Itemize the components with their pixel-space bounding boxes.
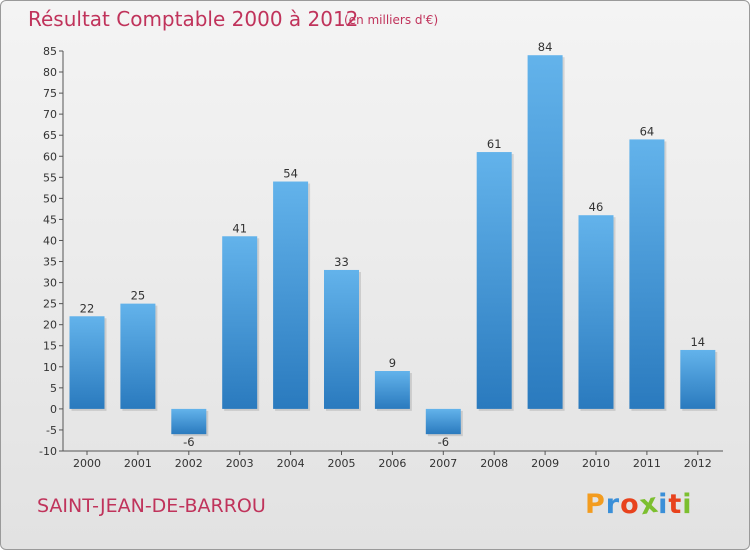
bars bbox=[69, 55, 718, 437]
x-tick-label: 2010 bbox=[582, 457, 610, 470]
value-label-2009: 84 bbox=[538, 40, 553, 54]
bar-2011[interactable] bbox=[629, 139, 665, 409]
x-tick-label: 2003 bbox=[226, 457, 254, 470]
value-label-2004: 54 bbox=[283, 167, 298, 181]
y-tick-label: 10 bbox=[43, 361, 57, 374]
bar-2005[interactable] bbox=[324, 269, 359, 409]
x-tick-label: 2004 bbox=[277, 457, 305, 470]
bar-2001[interactable] bbox=[120, 303, 156, 409]
value-label-2012: 14 bbox=[690, 335, 705, 349]
logo-letter: i bbox=[682, 489, 693, 520]
x-tick-label: 2007 bbox=[429, 457, 457, 470]
bar-2003[interactable] bbox=[222, 236, 258, 409]
logo-letter: i bbox=[658, 489, 669, 520]
logo-letter: o bbox=[620, 489, 640, 520]
y-tick-label: 20 bbox=[43, 319, 57, 332]
y-tick-label: 65 bbox=[43, 129, 57, 142]
bar-2010[interactable] bbox=[578, 215, 614, 409]
bar-2002[interactable] bbox=[171, 408, 207, 435]
x-tick-label: 2008 bbox=[480, 457, 508, 470]
value-label-2006: 9 bbox=[389, 356, 396, 370]
logo-letter: r bbox=[605, 489, 621, 520]
bar-2012[interactable] bbox=[680, 349, 716, 409]
y-tick-label: 75 bbox=[43, 87, 57, 100]
x-tick-label: 2005 bbox=[328, 457, 356, 470]
y-tick-label: -5 bbox=[46, 424, 57, 437]
y-tick-label: 40 bbox=[43, 234, 57, 247]
y-tick-label: 80 bbox=[43, 66, 57, 79]
y-tick-label: 15 bbox=[43, 340, 57, 353]
x-tick-label: 2011 bbox=[633, 457, 661, 470]
value-label-2008: 61 bbox=[487, 137, 502, 151]
x-axis: 2000 2001 2002 2003 2004 2005 2006 2007 2008 2009… bbox=[63, 450, 723, 470]
y-tick-label: -10 bbox=[39, 445, 57, 458]
bar-2009[interactable] bbox=[527, 55, 563, 409]
y-tick-label: 50 bbox=[43, 192, 57, 205]
commune-name: SAINT-JEAN-DE-BARROU bbox=[37, 495, 266, 517]
bar-2004[interactable] bbox=[273, 181, 309, 409]
value-label-2011: 64 bbox=[640, 124, 655, 138]
y-tick-label: 70 bbox=[43, 108, 57, 121]
y-tick-label: 45 bbox=[43, 213, 57, 226]
y-tick-label: 55 bbox=[43, 171, 57, 184]
proxiti-logo[interactable]: Proxiti bbox=[585, 488, 693, 522]
y-tick-label: 85 bbox=[43, 45, 57, 58]
value-label-2003: 41 bbox=[232, 221, 247, 235]
y-tick-label: 30 bbox=[43, 277, 57, 290]
y-axis: -10 -5 0 5 10 15 20 25 30 35 40 45 50 55 60 65 70 75 80 85 bbox=[39, 45, 64, 458]
x-tick-label: 2002 bbox=[175, 457, 203, 470]
bar-2007[interactable] bbox=[425, 408, 461, 435]
chart-title: Résultat Comptable 2000 à 2012 bbox=[28, 7, 359, 31]
value-label-2010: 46 bbox=[589, 200, 604, 214]
y-tick-label: 60 bbox=[43, 150, 57, 163]
value-labels: 22 25 -6 41 54 33 9 -6 61 84 46 64 14 bbox=[80, 40, 705, 449]
logo-letter: t bbox=[668, 489, 683, 520]
x-tick-label: 2006 bbox=[378, 457, 406, 470]
value-label-2000: 22 bbox=[80, 301, 95, 315]
y-tick-label: 5 bbox=[50, 382, 57, 395]
value-label-2002: -6 bbox=[183, 435, 194, 449]
value-label-2005: 33 bbox=[334, 255, 349, 269]
y-tick-label: 0 bbox=[50, 403, 57, 416]
x-tick-label: 2012 bbox=[684, 457, 712, 470]
x-tick-label: 2001 bbox=[124, 457, 152, 470]
y-tick-label: 25 bbox=[43, 298, 57, 311]
x-tick-label: 2009 bbox=[531, 457, 559, 470]
bar-2000[interactable] bbox=[69, 316, 105, 409]
value-label-2001: 25 bbox=[131, 289, 146, 303]
bar-2008[interactable] bbox=[476, 152, 512, 409]
logo-letter: P bbox=[585, 489, 606, 520]
chart-unit: (en milliers d'€) bbox=[344, 13, 439, 27]
y-tick-label: 35 bbox=[43, 256, 57, 269]
bar-2006[interactable] bbox=[374, 371, 410, 409]
value-label-2007: -6 bbox=[438, 435, 449, 449]
x-tick-label: 2000 bbox=[73, 457, 101, 470]
